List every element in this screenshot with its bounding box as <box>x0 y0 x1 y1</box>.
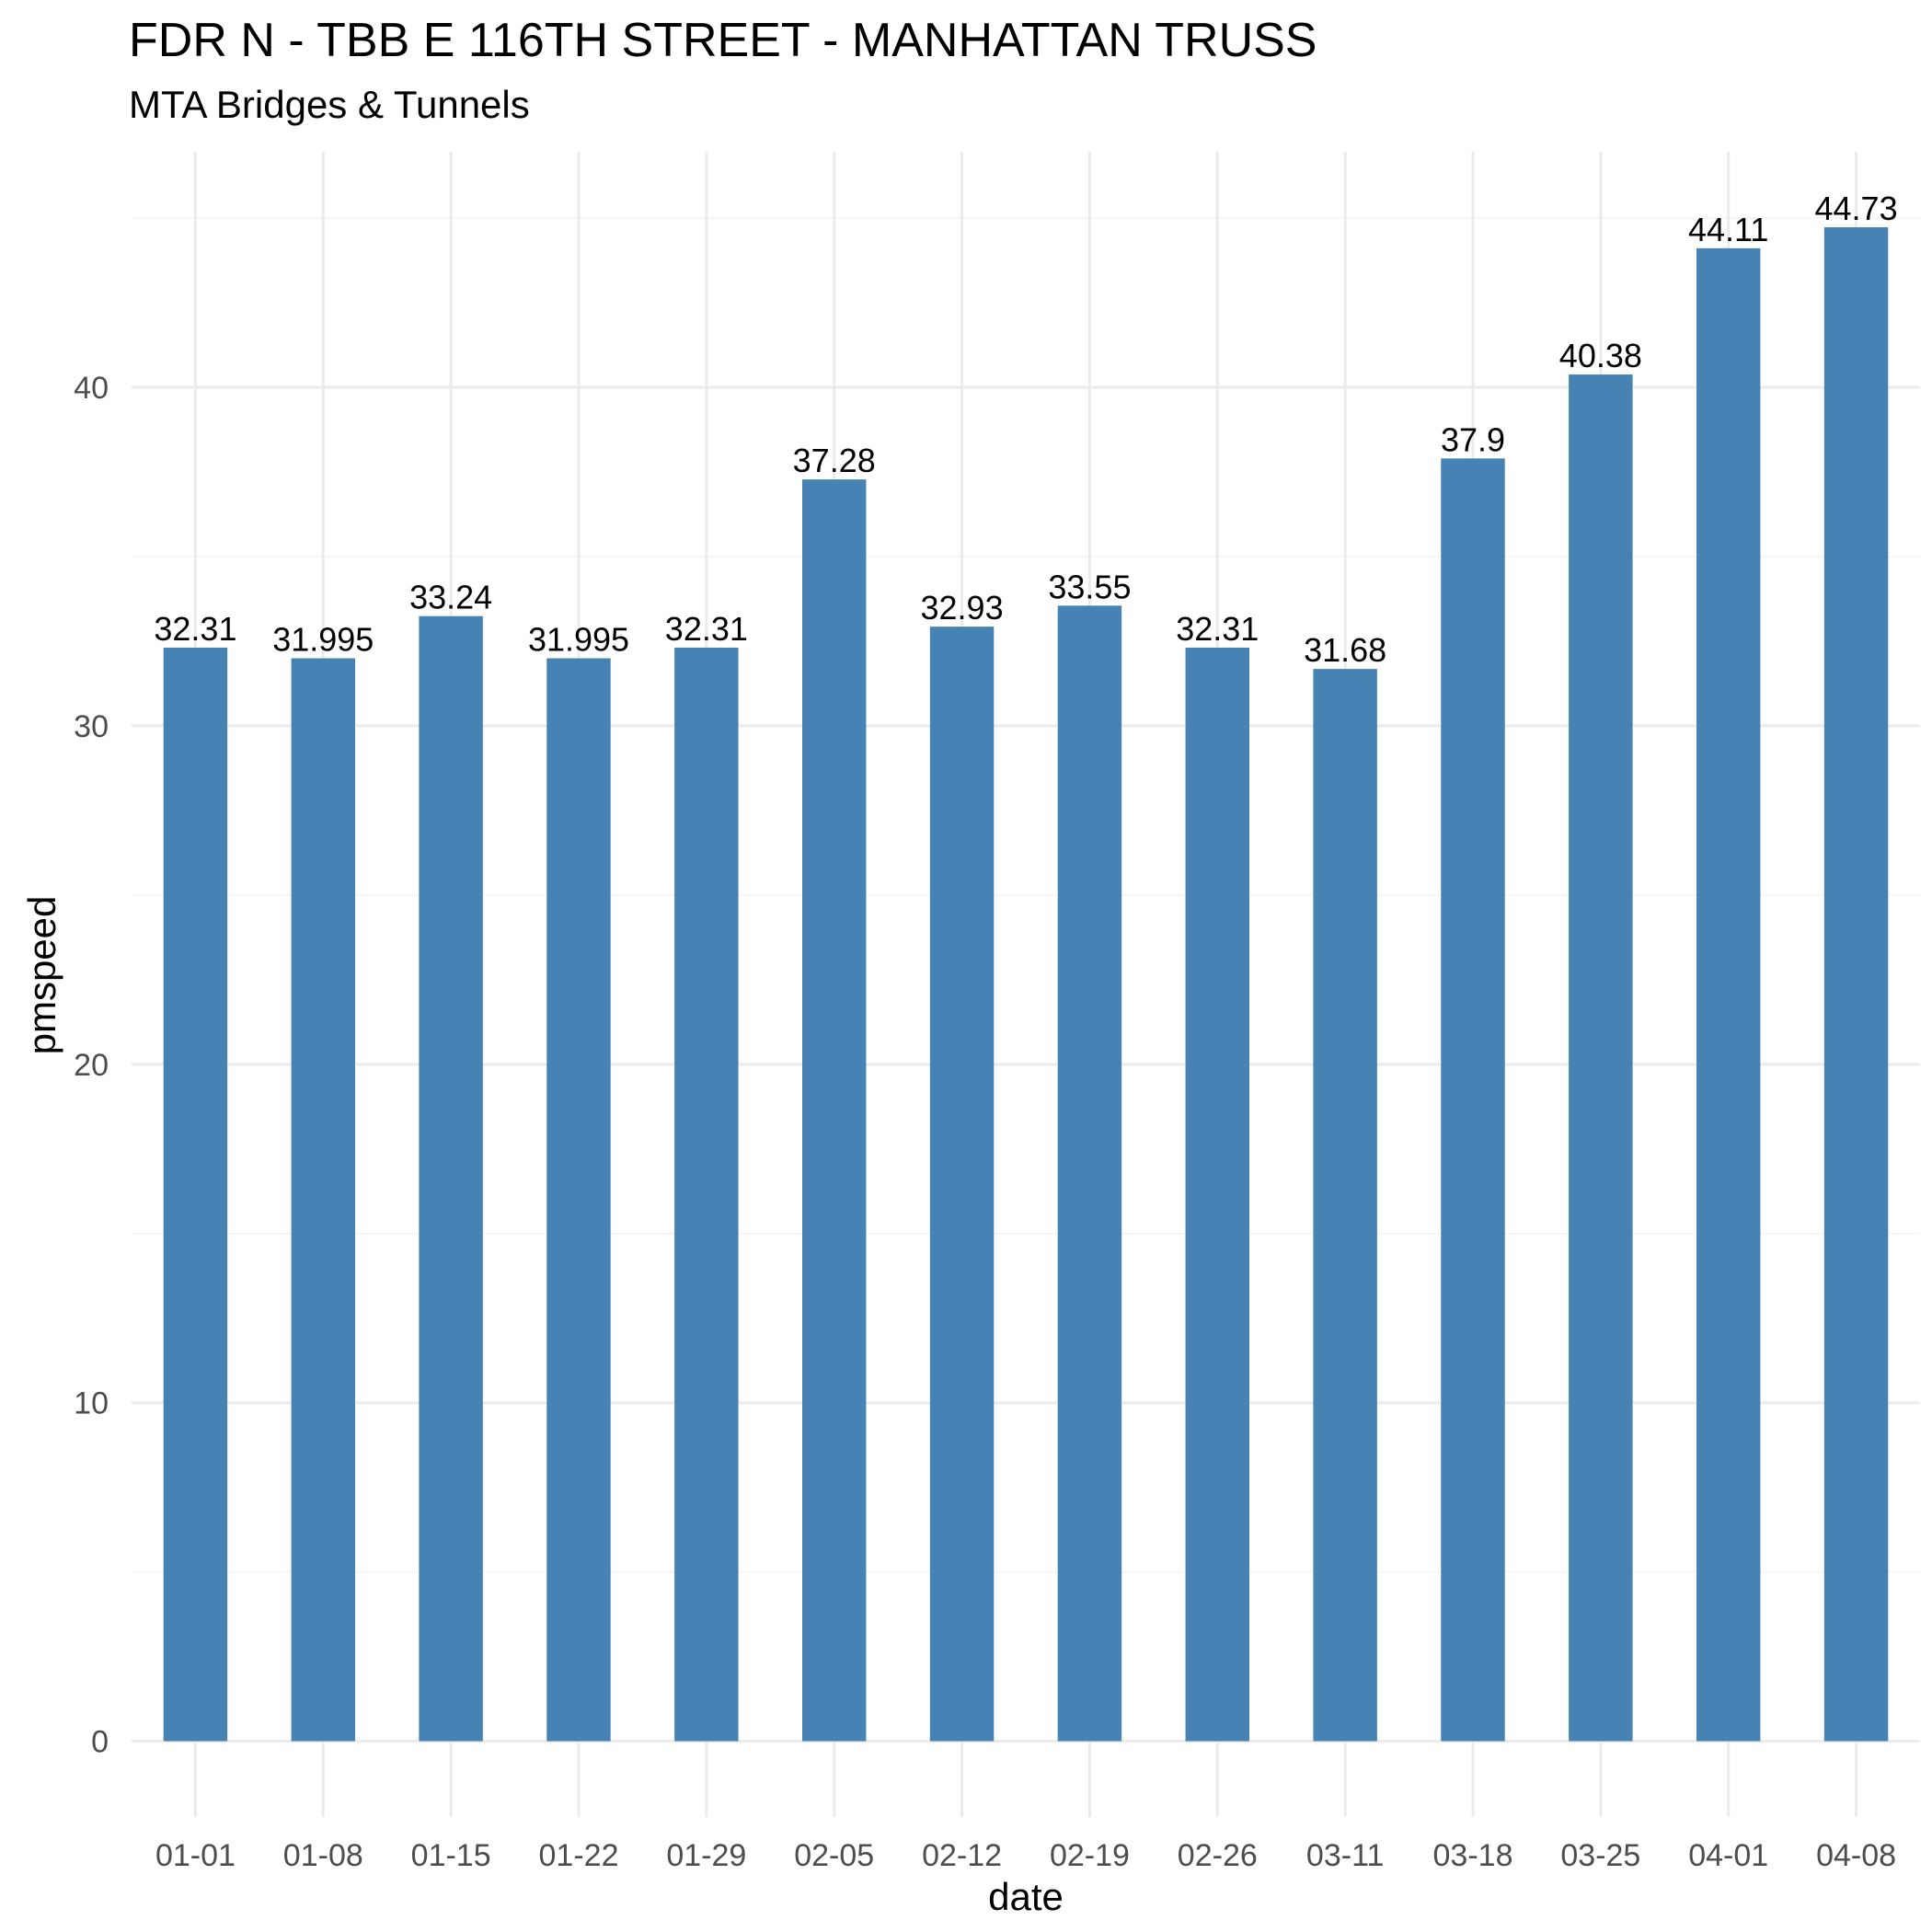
x-tick-label: 01-15 <box>411 1838 491 1873</box>
x-tick-label: 01-29 <box>666 1838 746 1873</box>
bar <box>1313 669 1377 1742</box>
data-label: 32.31 <box>1176 610 1259 648</box>
data-label: 40.38 <box>1559 337 1642 374</box>
bar <box>929 627 995 1742</box>
x-tick-label: 03-11 <box>1306 1838 1384 1873</box>
bar <box>1569 374 1633 1742</box>
bar <box>546 658 611 1742</box>
x-axis-title: date <box>988 1875 1064 1918</box>
data-labels-layer: 32.31 31.995 33.24 31.995 32.31 37.28 32.93 33.… <box>154 190 1897 669</box>
bar <box>1696 247 1761 1742</box>
y-tick-label: 30 <box>74 709 109 744</box>
data-label: 33.55 <box>1048 568 1131 605</box>
data-label: 31.995 <box>272 621 374 659</box>
y-tick-label: 0 <box>91 1725 109 1760</box>
data-label: 44.11 <box>1688 211 1768 248</box>
x-tick-label: 01-01 <box>155 1838 236 1873</box>
bar <box>1057 605 1122 1742</box>
bar <box>419 615 483 1742</box>
bar <box>291 658 355 1742</box>
y-tick-label: 20 <box>74 1048 109 1083</box>
bar <box>1185 647 1249 1742</box>
data-label: 33.24 <box>409 579 492 616</box>
x-tick-label: 04-01 <box>1688 1838 1768 1873</box>
x-tick-label: 02-19 <box>1050 1838 1130 1873</box>
data-label: 31.995 <box>528 621 629 659</box>
bar <box>163 647 228 1742</box>
x-tick-label: 01-08 <box>283 1838 363 1873</box>
axis-layer: 0 10 20 30 40 01-01 01-08 01-15 01-22 01-29 02-05 0… <box>74 371 1896 1873</box>
bar <box>674 647 739 1742</box>
x-tick-label: 02-26 <box>1178 1838 1258 1873</box>
data-label: 44.73 <box>1815 190 1898 227</box>
y-axis-title: pmspeed <box>20 896 63 1055</box>
data-label: 32.31 <box>154 610 236 648</box>
x-tick-label: 02-12 <box>922 1838 1002 1873</box>
data-label: 32.31 <box>665 610 748 648</box>
bar <box>1823 227 1889 1742</box>
x-tick-label: 01-22 <box>539 1838 619 1873</box>
y-tick-label: 40 <box>74 371 109 406</box>
bar <box>802 479 867 1742</box>
chart-title: FDR N - TBB E 116TH STREET - MANHATTAN T… <box>129 14 1317 67</box>
bars-layer <box>163 227 1889 1742</box>
x-tick-label: 03-25 <box>1560 1838 1640 1873</box>
bar <box>1441 458 1505 1742</box>
x-tick-label: 02-05 <box>794 1838 874 1873</box>
y-tick-label: 10 <box>74 1386 109 1421</box>
x-tick-label: 03-18 <box>1433 1838 1513 1873</box>
x-tick-label: 04-08 <box>1816 1838 1896 1873</box>
data-label: 37.9 <box>1441 420 1505 458</box>
data-label: 37.28 <box>793 442 876 479</box>
data-label: 32.93 <box>921 589 1004 627</box>
grid-layer <box>132 152 1920 1817</box>
chart-subtitle: MTA Bridges & Tunnels <box>129 83 530 126</box>
data-label: 31.68 <box>1304 631 1386 669</box>
